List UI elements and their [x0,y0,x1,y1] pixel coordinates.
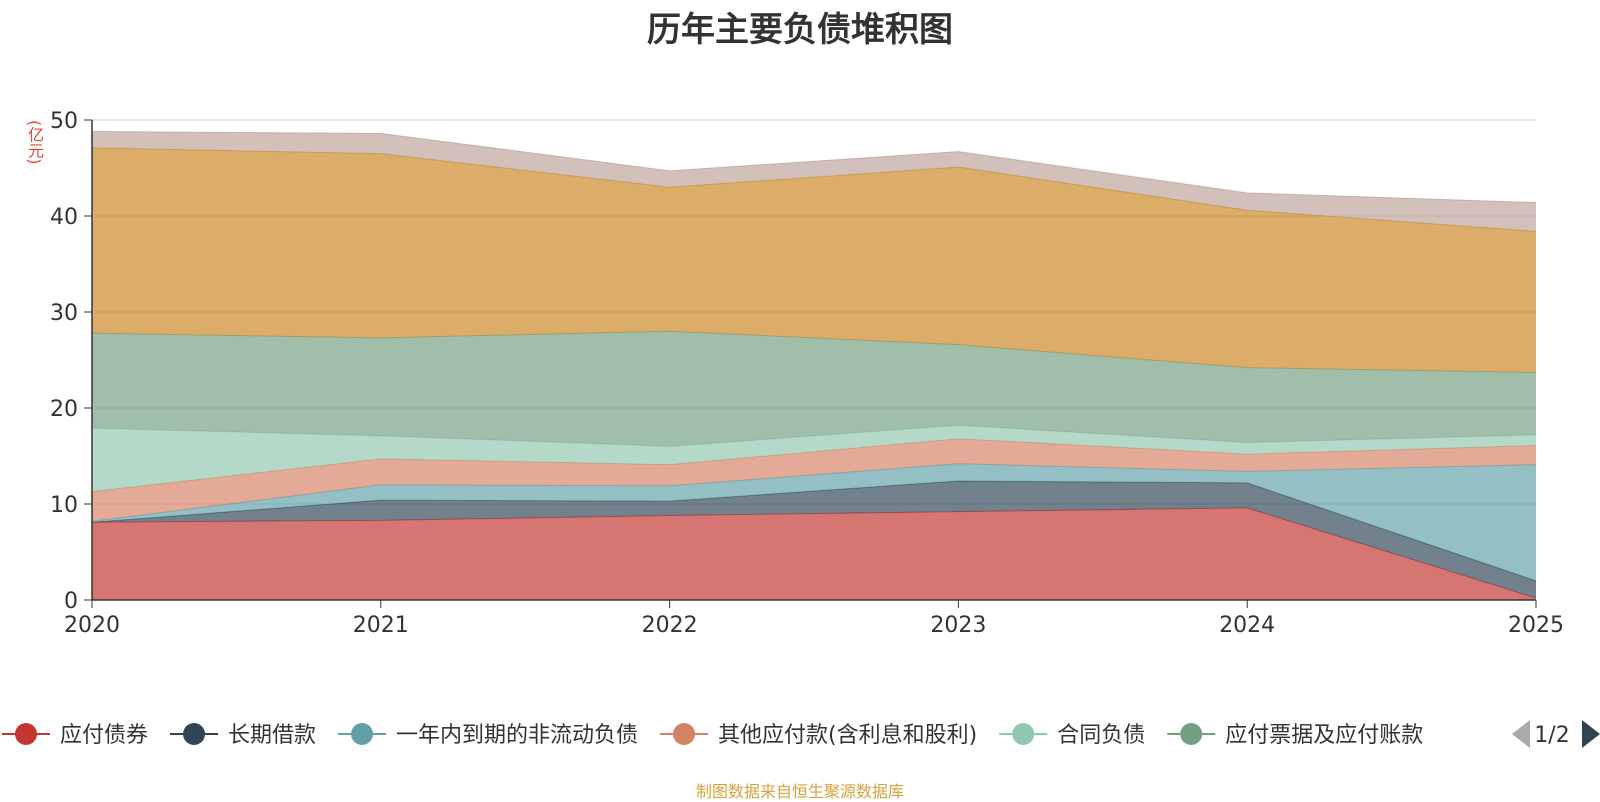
x-tick-label: 2025 [1508,613,1564,638]
legend-label: 长期借款 [228,723,316,748]
x-tick-label: 2023 [930,613,986,638]
legend-circle-symbol [673,723,696,745]
area-series-6 [92,331,1536,447]
source-note: 制图数据来自恒生聚源数据库 [695,782,904,801]
area-layer [91,131,1537,600]
legend-prev-icon[interactable] [1512,720,1530,748]
area-series-3 [92,463,1536,581]
x-tick-label: 2022 [642,613,698,638]
legend-item-4[interactable]: 其他应付款(含利息和股利) [660,723,977,748]
y-tick-label: 40 [50,205,78,230]
area-series-1 [92,507,1536,600]
legend-item-2[interactable]: 长期借款 [170,723,316,748]
y-tick-label: 0 [64,589,78,614]
legend-item-3[interactable]: 一年内到期的非流动负债 [338,723,638,748]
legend-circle-symbol [1180,723,1203,745]
area-series-8 [92,131,1536,232]
x-tick-label: 2021 [353,613,409,638]
x-tick-label: 2024 [1219,613,1275,638]
area-series-5 [92,425,1536,492]
area-series-4 [92,438,1536,522]
legend-circle-symbol [1012,723,1035,745]
area-series-7 [92,147,1536,373]
legend-label: 合同负债 [1057,723,1145,748]
legend-label: 应付票据及应付账款 [1225,723,1423,748]
legend-circle-symbol [351,723,374,745]
legend-item-5[interactable]: 合同负债 [999,723,1145,748]
y-axis-unit-label: (亿元) [25,120,44,165]
y-tick-label: 30 [50,301,78,326]
legend-circle-symbol [183,723,206,745]
legend: 应付债券 长期借款 一年内到期的非流动负债 其他应付款(含利息和股利) 合同负债 应付票据… [2,720,1600,748]
y-tick-label: 20 [50,397,78,422]
area-series-2 [92,480,1536,599]
legend-item-1[interactable]: 应付债券 [2,723,148,748]
legend-label: 其他应付款(含利息和股利) [718,723,977,748]
legend-label: 应付债券 [60,723,148,748]
chart-title: 历年主要负债堆积图 [647,10,953,50]
x-tick-label: 2020 [64,613,120,638]
legend-label: 一年内到期的非流动负债 [396,723,638,748]
legend-next-icon[interactable] [1582,720,1600,748]
legend-item-6[interactable]: 应付票据及应付账款 [1167,723,1423,748]
y-tick-label: 10 [50,493,78,518]
legend-circle-symbol [15,723,37,745]
axis-layer: 0 10 20 30 40 50 2020 2021 2022 2023 2024 2025 [50,109,1564,638]
legend-page-indicator: 1/2 [1534,723,1569,748]
area-series-8-edge [91,131,1537,204]
y-tick-label: 50 [50,109,78,134]
